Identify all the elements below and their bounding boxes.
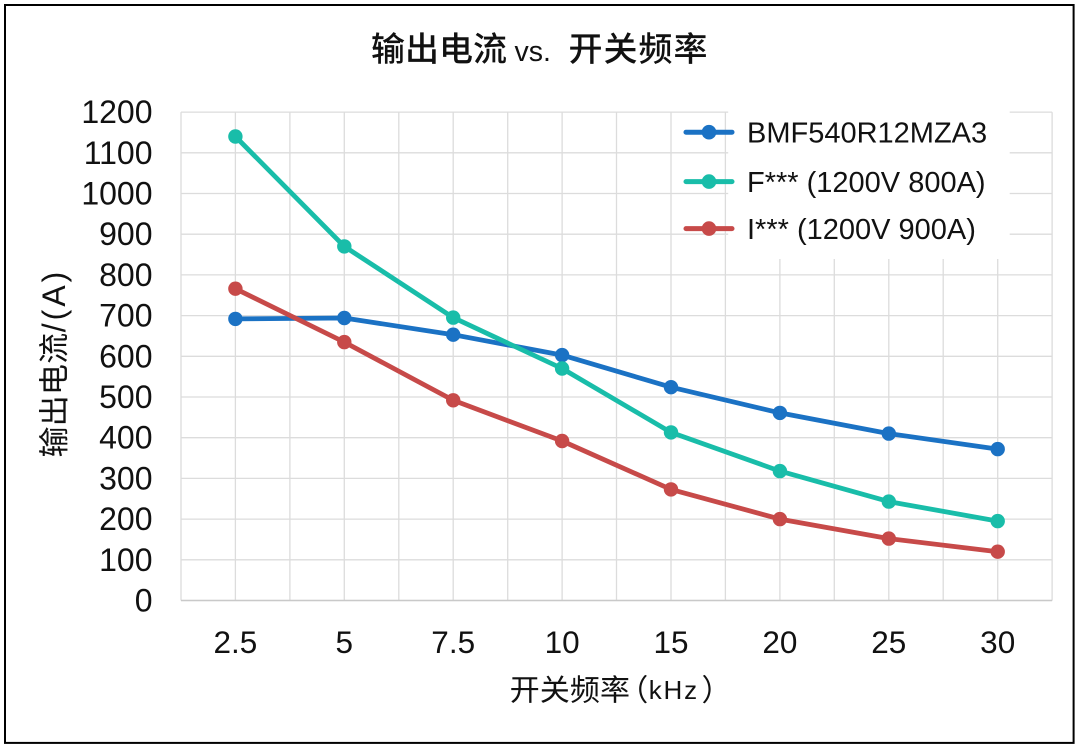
svg-text:vs.: vs. <box>515 36 551 68</box>
svg-text:800: 800 <box>99 257 152 293</box>
svg-text:900: 900 <box>99 216 152 252</box>
svg-text:1200: 1200 <box>81 94 152 130</box>
svg-text:200: 200 <box>99 501 152 537</box>
svg-text:BMF540R12MZA3: BMF540R12MZA3 <box>747 118 987 150</box>
svg-text:1000: 1000 <box>81 176 152 212</box>
svg-text:500: 500 <box>99 379 152 415</box>
svg-text:0: 0 <box>135 583 153 619</box>
svg-text:1100: 1100 <box>84 135 153 171</box>
svg-text:kHz: kHz <box>649 675 699 705</box>
svg-text:I*** (1200V 900A): I*** (1200V 900A) <box>747 214 976 246</box>
svg-text:10: 10 <box>545 624 580 660</box>
svg-text:25: 25 <box>871 624 906 660</box>
svg-text:15: 15 <box>653 624 688 660</box>
svg-text:100: 100 <box>99 542 152 578</box>
svg-text:/(A): /(A) <box>36 269 72 333</box>
svg-text:700: 700 <box>99 298 152 334</box>
svg-text:20: 20 <box>762 624 797 660</box>
svg-text:400: 400 <box>99 420 152 456</box>
svg-text:7.5: 7.5 <box>431 624 475 660</box>
svg-text:F*** (1200V 800A): F*** (1200V 800A) <box>747 167 986 199</box>
svg-text:2.5: 2.5 <box>214 624 258 660</box>
svg-text:300: 300 <box>99 460 152 496</box>
svg-text:5: 5 <box>336 624 354 660</box>
svg-text:600: 600 <box>99 338 152 374</box>
svg-text:30: 30 <box>980 624 1015 660</box>
